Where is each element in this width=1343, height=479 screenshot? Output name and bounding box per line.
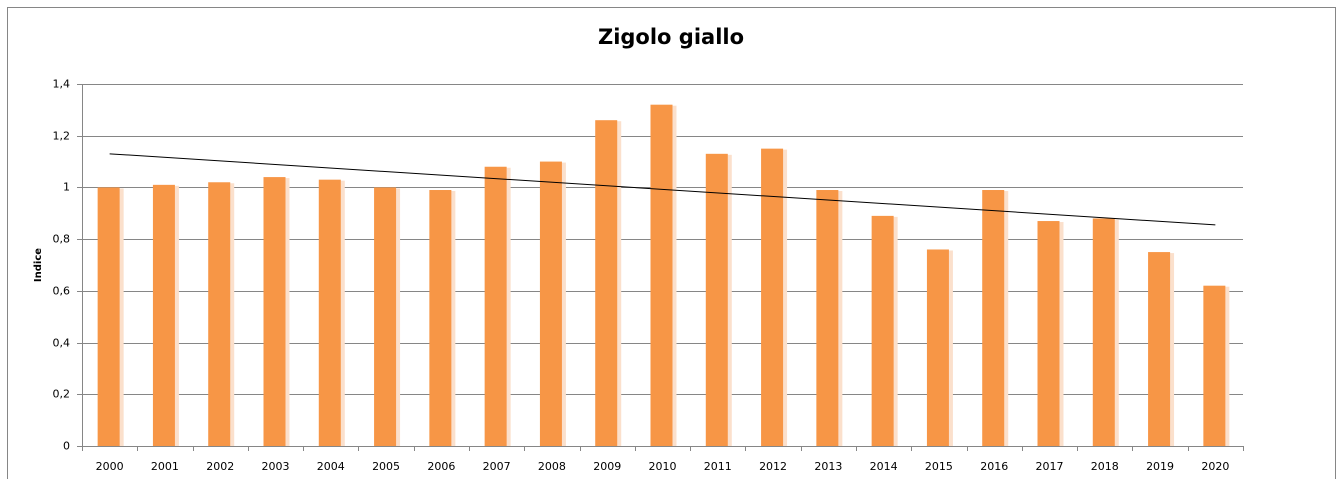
bar bbox=[1148, 252, 1171, 446]
x-tick-label: 2011 bbox=[704, 460, 732, 473]
y-tick-label: 0 bbox=[63, 440, 70, 453]
bar bbox=[816, 190, 839, 446]
x-tick-label: 2002 bbox=[206, 460, 234, 473]
x-tick-label: 2019 bbox=[1146, 460, 1174, 473]
x-tick-label: 2012 bbox=[759, 460, 787, 473]
y-tick-label: 0,4 bbox=[53, 337, 71, 350]
x-tick-label: 2003 bbox=[262, 460, 290, 473]
x-tick-label: 2005 bbox=[372, 460, 400, 473]
bar bbox=[429, 190, 452, 446]
bar bbox=[650, 104, 673, 446]
y-tick-label: 1,4 bbox=[53, 78, 71, 91]
x-tick-label: 2010 bbox=[649, 460, 677, 473]
x-tick-label: 2015 bbox=[925, 460, 953, 473]
bar bbox=[539, 161, 562, 447]
bar bbox=[484, 166, 507, 446]
bar bbox=[705, 153, 728, 447]
x-tick-label: 2008 bbox=[538, 460, 566, 473]
y-tick-label: 1,2 bbox=[53, 130, 71, 143]
bar bbox=[871, 215, 894, 446]
x-tick-label: 2001 bbox=[151, 460, 179, 473]
bar bbox=[1037, 221, 1060, 446]
bar bbox=[595, 120, 618, 446]
bar bbox=[263, 177, 286, 447]
bar bbox=[318, 179, 341, 446]
bar bbox=[97, 187, 120, 446]
bar bbox=[208, 182, 231, 446]
x-tick-label: 2016 bbox=[980, 460, 1008, 473]
x-tick-label: 2006 bbox=[427, 460, 455, 473]
x-tick-label: 2013 bbox=[814, 460, 842, 473]
x-tick-label: 2000 bbox=[96, 460, 124, 473]
x-tick-label: 2009 bbox=[593, 460, 621, 473]
bar bbox=[1092, 218, 1115, 446]
bar bbox=[761, 148, 784, 446]
y-tick-label: 0,6 bbox=[53, 285, 71, 298]
x-tick-label: 2014 bbox=[870, 460, 898, 473]
x-tick-label: 2007 bbox=[483, 460, 511, 473]
x-tick-label: 2017 bbox=[1036, 460, 1064, 473]
y-tick-label: 0,2 bbox=[53, 388, 71, 401]
bar bbox=[926, 249, 949, 446]
x-tick-label: 2004 bbox=[317, 460, 345, 473]
bar bbox=[374, 187, 397, 446]
y-tick-label: 0,8 bbox=[53, 233, 71, 246]
y-axis-label: Indice bbox=[33, 248, 44, 282]
chart-title: Zigolo giallo bbox=[598, 25, 744, 49]
x-tick-label: 2018 bbox=[1091, 460, 1119, 473]
y-tick-label: 1 bbox=[63, 181, 70, 194]
bar bbox=[152, 184, 175, 447]
x-tick-label: 2020 bbox=[1201, 460, 1229, 473]
bar bbox=[1203, 285, 1226, 446]
bar bbox=[982, 190, 1005, 446]
trendline bbox=[109, 153, 1216, 226]
